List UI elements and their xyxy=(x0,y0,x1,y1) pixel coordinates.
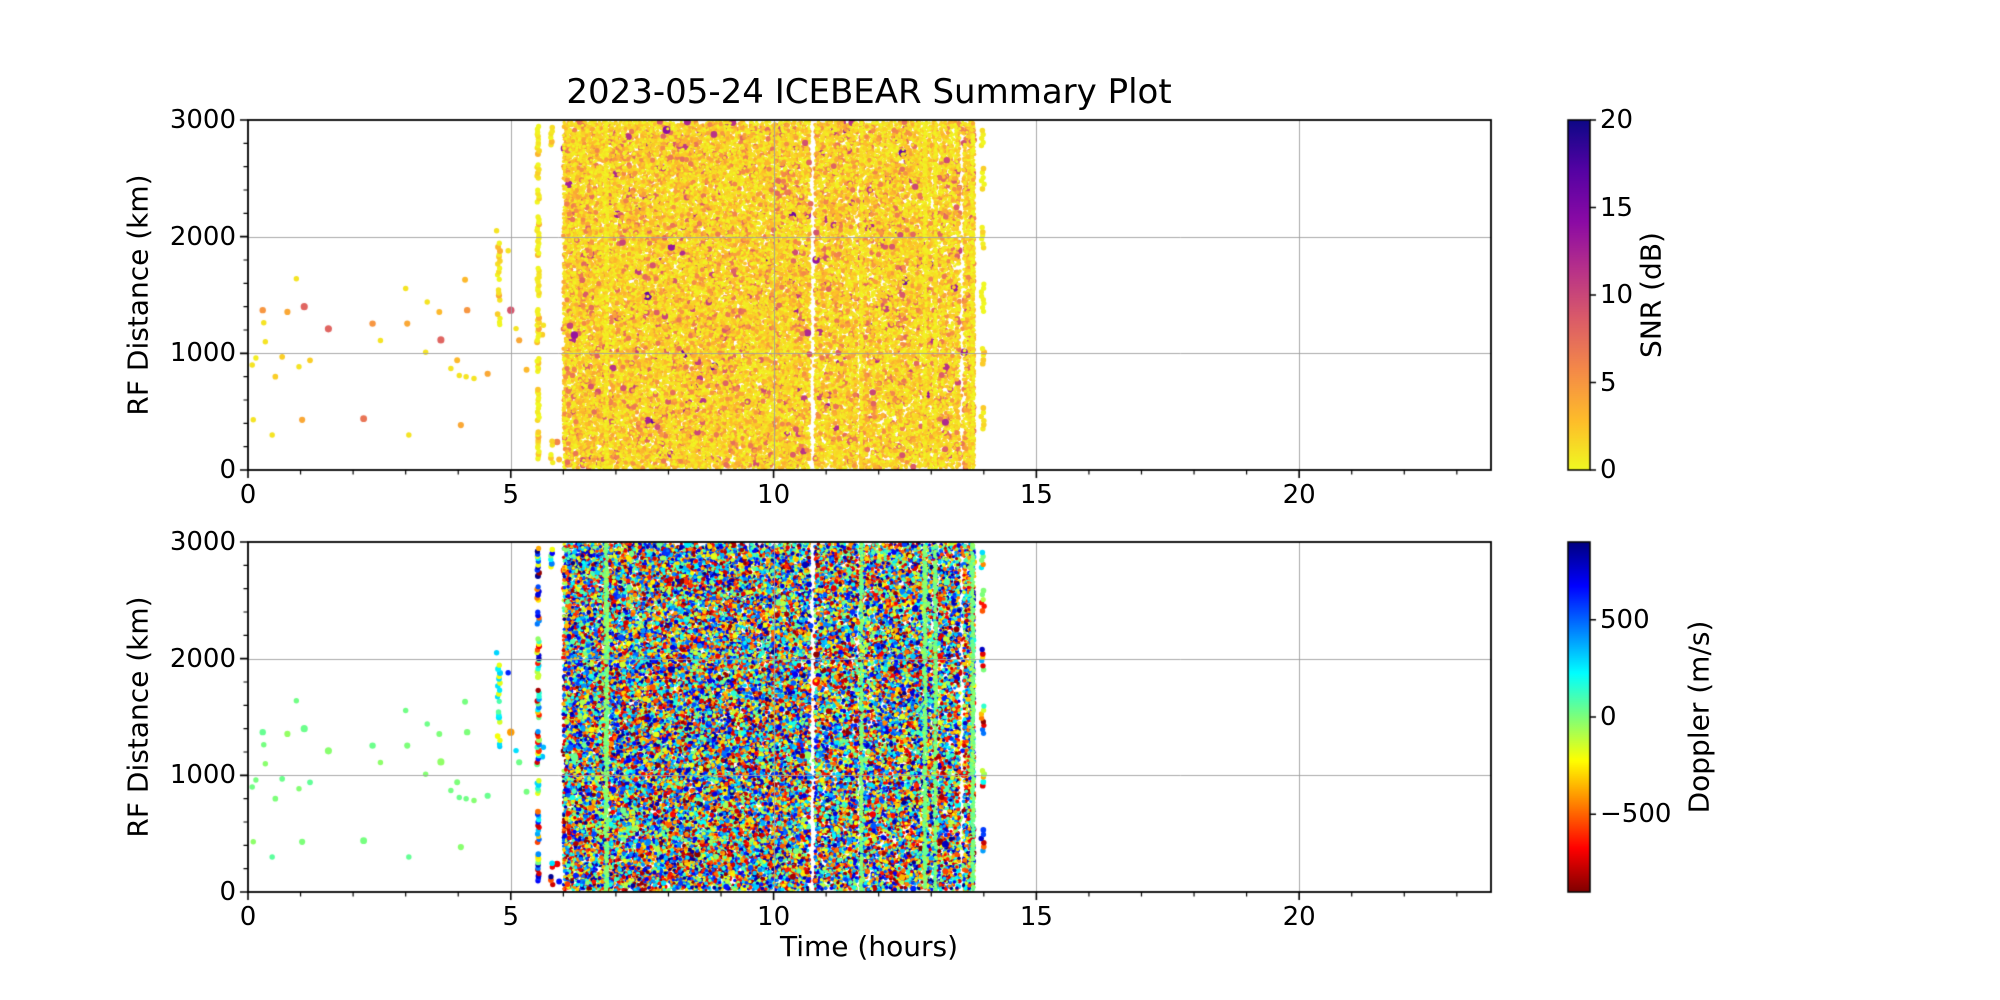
colorbar-label-snr: SNR (dB) xyxy=(1634,232,1668,358)
x-tick-label-snr-panel: 5 xyxy=(502,480,520,510)
x-tick-label-doppler-panel: 15 xyxy=(1019,902,1053,932)
colorbar-tick-label-snr-panel: 15 xyxy=(1600,192,1634,223)
y-tick-label-doppler-panel: 3000 xyxy=(169,527,236,557)
x-tick-label-doppler-panel: 10 xyxy=(757,902,791,932)
x-tick-label-snr-panel: 15 xyxy=(1019,480,1053,510)
colorbar-tick-label-doppler-panel: 500 xyxy=(1600,604,1650,635)
x-tick-label-doppler-panel: 5 xyxy=(502,902,520,932)
x-tick-label-snr-panel: 10 xyxy=(757,480,791,510)
colorbar-tick-label-snr-panel: 0 xyxy=(1600,455,1617,485)
colorbar-tick-label-doppler-panel: −500 xyxy=(1600,799,1672,830)
y-tick-label-snr-panel: 1000 xyxy=(169,338,236,369)
y-tick-label-doppler-panel: 0 xyxy=(219,877,236,907)
colorbar-label-doppler: Doppler (m/s) xyxy=(1682,620,1716,814)
y-axis-label-snr-panel: RF Distance (km) xyxy=(121,174,155,416)
colorbar-tick-label-snr-panel: 20 xyxy=(1600,105,1634,135)
colorbar-tick-label-snr-panel: 10 xyxy=(1600,280,1634,310)
y-tick-label-snr-panel: 0 xyxy=(219,455,236,485)
x-tick-label-doppler-panel: 20 xyxy=(1282,902,1316,932)
y-tick-label-doppler-panel: 2000 xyxy=(169,643,236,674)
x-tick-label-snr-panel: 20 xyxy=(1282,480,1316,510)
figure-title: 2023-05-24 ICEBEAR Summary Plot xyxy=(566,72,1172,112)
colorbar-tick-label-snr-panel: 5 xyxy=(1600,367,1617,398)
y-axis-label-doppler-panel: RF Distance (km) xyxy=(121,596,155,838)
y-tick-label-doppler-panel: 1000 xyxy=(169,760,236,791)
colorbar-tick-label-doppler-panel: 0 xyxy=(1600,702,1617,732)
x-tick-label-snr-panel: 0 xyxy=(239,480,257,510)
y-tick-label-snr-panel: 3000 xyxy=(169,105,236,135)
y-tick-label-snr-panel: 2000 xyxy=(169,221,236,252)
x-axis-label-time: Time (hours) xyxy=(780,930,958,963)
x-tick-label-doppler-panel: 0 xyxy=(239,902,257,932)
